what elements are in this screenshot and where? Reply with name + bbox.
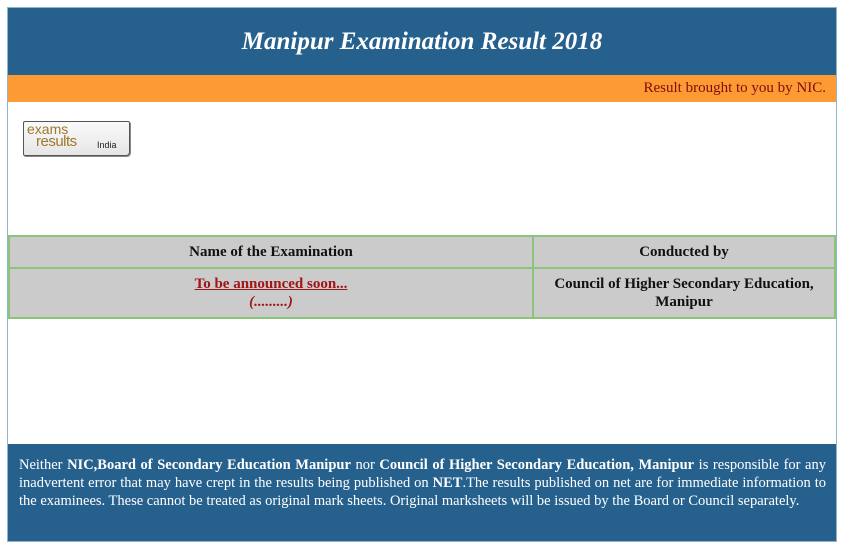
conducted-by-cell: Council of Higher Secondary Education, M… <box>532 267 836 319</box>
table-header-row: Name of the Examination Conducted by <box>8 235 836 269</box>
page-title: Manipur Examination Result 2018 <box>8 8 836 75</box>
disclaimer-bold: NET <box>432 475 463 491</box>
credit-strip: Result brought to you by NIC. <box>8 75 836 102</box>
logo-line3: India <box>97 140 117 150</box>
disclaimer-bold: NIC,Board of Secondary Education Manipur <box>67 457 351 473</box>
exams-results-india-logo[interactable]: exams results India <box>23 121 130 156</box>
logo-line2: results <box>36 133 77 150</box>
exam-link[interactable]: To be announced soon... <box>194 276 348 292</box>
column-header-exam: Name of the Examination <box>8 235 534 269</box>
disclaimer-text: .The results published on net are for im… <box>19 475 827 509</box>
page-frame: Manipur Examination Result 2018 Result b… <box>7 7 837 542</box>
credit-text: Result brought to you by NIC. <box>643 80 827 96</box>
disclaimer-text: Neither <box>19 457 68 473</box>
column-header-conducted: Conducted by <box>532 235 836 269</box>
disclaimer-text: is responsible for any inadvertent error… <box>19 457 826 491</box>
results-table: Name of the Examination Conducted by To … <box>8 235 836 319</box>
exam-cell: To be announced soon... (.........) <box>8 267 534 319</box>
logo-line1: exams <box>27 121 69 137</box>
disclaimer-bold: Council of Higher Secondary Education, M… <box>379 457 695 473</box>
exam-subtext: (.........) <box>249 294 293 310</box>
table-row: To be announced soon... (.........) Coun… <box>8 267 836 319</box>
disclaimer-text: nor <box>350 457 380 473</box>
disclaimer: Neither NIC,Board of Secondary Education… <box>8 444 836 541</box>
